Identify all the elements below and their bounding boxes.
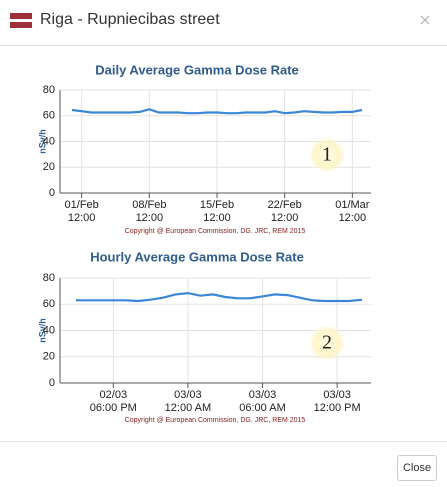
flag [10, 13, 32, 19]
y-tick-label: 80 [43, 272, 55, 284]
annotation: 2 [322, 332, 332, 354]
x-tick-label: 03/03 12:00 AM [164, 389, 212, 414]
y-axis-label: nSv/h [37, 129, 47, 154]
credit: Copyright @ European Commission, DG. JRC… [125, 228, 306, 235]
y-tick-label: 60 [43, 110, 55, 122]
flag [10, 22, 32, 28]
x-tick-label: 02/03 06:00 PM [89, 389, 137, 414]
x-tick-label: 03/03 06:00 AM [239, 389, 286, 414]
close-icon[interactable] [420, 15, 430, 25]
annotation-badge [309, 137, 345, 173]
data-line [76, 291, 363, 303]
y-tick-label: 0 [49, 377, 55, 389]
y-tick-label: 0 [49, 187, 55, 199]
y-tick-label: 20 [43, 351, 55, 363]
data-line [71, 108, 363, 115]
credit: Copyright @ European Commission, DG. JRC… [125, 417, 306, 424]
close-button[interactable]: Close [397, 455, 437, 481]
y-tick-label: 80 [43, 84, 55, 96]
annotation-badge [309, 325, 345, 361]
modal-title: Riga - Rupniecibas street [40, 11, 220, 28]
y-tick-label: 40 [43, 135, 55, 147]
chart-title: Daily Average Gamma Dose Rate [95, 62, 299, 77]
y-tick-label: 20 [43, 161, 55, 173]
y-tick-label: 60 [43, 298, 55, 310]
x-tick-label: 01/Mar 12:00 [335, 199, 370, 224]
x-tick-label: 15/Feb 12:00 [199, 199, 235, 224]
y-tick-label: 40 [43, 324, 55, 336]
annotation: 1 [322, 144, 332, 166]
y-axis-label: nSv/h [37, 318, 47, 343]
chart-title: Hourly Average Gamma Dose Rate [90, 249, 304, 264]
flag [10, 19, 32, 22]
x-tick-label: 01/Feb 12:00 [64, 199, 99, 224]
x-tick-label: 03/03 12:00 PM [313, 389, 361, 414]
x-tick-label: 22/Feb 12:00 [267, 199, 302, 224]
x-tick-label: 08/Feb 12:00 [132, 199, 167, 224]
